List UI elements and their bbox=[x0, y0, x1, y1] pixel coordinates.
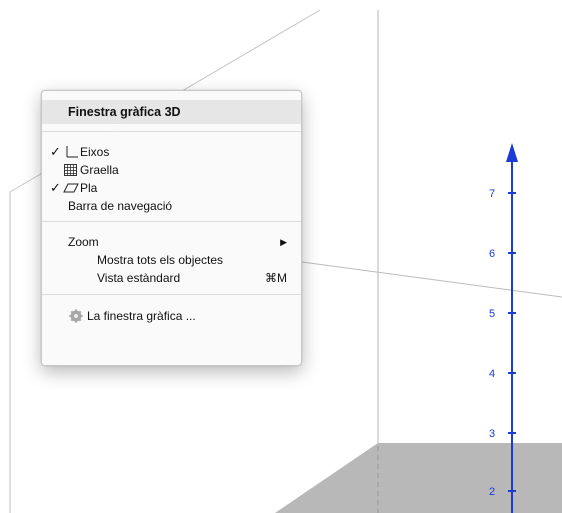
menu-separator bbox=[42, 294, 301, 295]
menu-item-label: Mostra tots els objectes bbox=[97, 253, 224, 267]
keyboard-shortcut: ⌘M bbox=[265, 271, 287, 285]
z-axis-label: 5 bbox=[489, 308, 495, 320]
menu-item-navigation-bar[interactable]: Barra de navegació bbox=[42, 197, 301, 215]
menu-item-graphics-settings[interactable]: La finestra gràfica ... bbox=[42, 307, 301, 325]
z-axis-arrow bbox=[506, 143, 518, 162]
menu-item-axes[interactable]: ✓ Eixos bbox=[42, 143, 301, 161]
z-axis-label: 4 bbox=[489, 368, 495, 380]
axes-icon bbox=[63, 145, 79, 159]
menu-item-label: La finestra gràfica ... bbox=[87, 309, 196, 323]
z-axis-label: 2 bbox=[489, 486, 495, 498]
menu-item-label: Vista estàndard bbox=[97, 271, 181, 285]
z-axis-label: 3 bbox=[489, 428, 495, 440]
menu-item-label: Graella bbox=[80, 163, 119, 177]
checkmark-icon: ✓ bbox=[50, 144, 61, 159]
plane-icon bbox=[63, 181, 79, 195]
menu-item-show-all-objects[interactable]: Mostra tots els objectes bbox=[42, 251, 301, 269]
z-axis-label: 6 bbox=[489, 248, 495, 260]
menu-separator bbox=[42, 131, 301, 132]
menu-item-label: Barra de navegació bbox=[68, 199, 173, 213]
menu-item-zoom[interactable]: Zoom ▶ bbox=[42, 233, 301, 251]
menu-item-plane[interactable]: ✓ Pla bbox=[42, 179, 301, 197]
menu-item-standard-view[interactable]: Vista estàndard ⌘M bbox=[42, 269, 301, 287]
box-edge bbox=[301, 261, 562, 298]
xy-plane[interactable] bbox=[275, 443, 562, 513]
menu-title: Finestra gràfica 3D bbox=[42, 100, 301, 124]
context-menu: Finestra gràfica 3D ✓ Eixos bbox=[41, 90, 302, 366]
z-axis-label: 7 bbox=[489, 188, 495, 200]
menu-item-label: Pla bbox=[80, 181, 98, 195]
submenu-arrow-icon: ▶ bbox=[280, 237, 287, 247]
gear-icon bbox=[68, 309, 84, 323]
menu-separator bbox=[42, 221, 301, 222]
menu-item-label: Zoom bbox=[68, 235, 99, 249]
menu-item-grid[interactable]: Graella bbox=[42, 161, 301, 179]
checkmark-icon: ✓ bbox=[50, 180, 61, 195]
menu-item-label: Eixos bbox=[80, 145, 110, 159]
grid-icon bbox=[63, 163, 79, 177]
